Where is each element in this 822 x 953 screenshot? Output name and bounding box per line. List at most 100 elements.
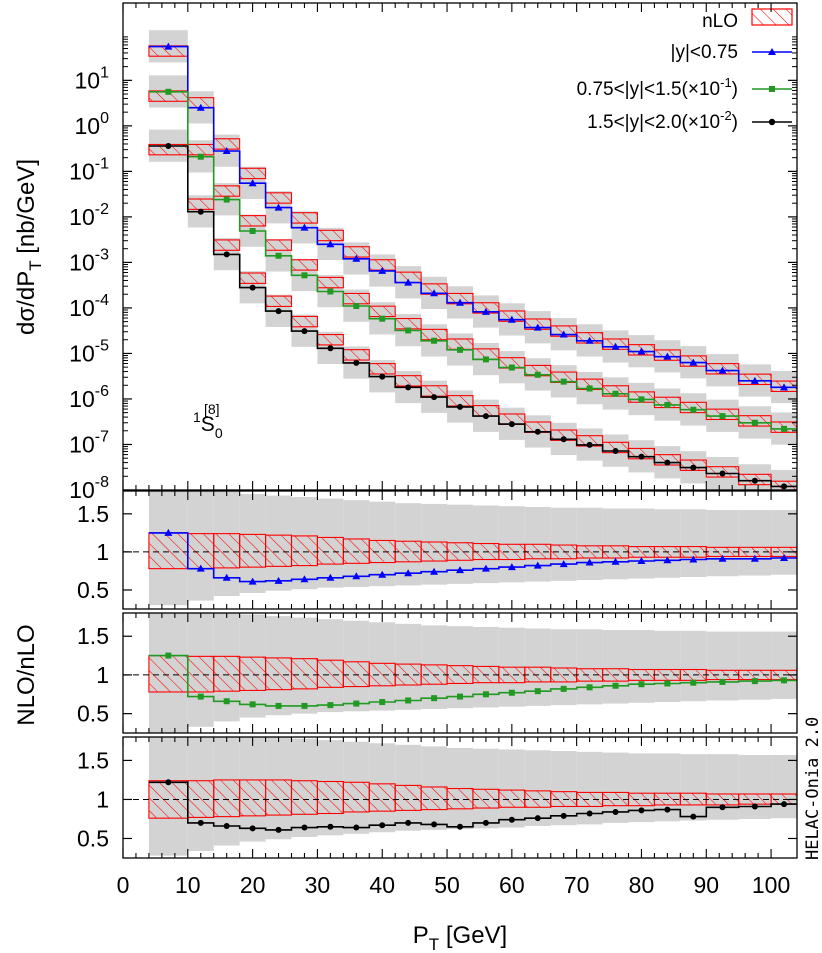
ratio-1-nlo-band-b15	[550, 629, 577, 706]
top-lo-band-s2-b7	[342, 349, 370, 361]
ratio-2-marker-b12	[482, 819, 489, 826]
top-marker-s1-b2	[223, 196, 230, 203]
ratio-0-marker-b11	[456, 566, 464, 574]
ratio-1-marker-b20	[690, 679, 697, 686]
ratio-0-lo-band-b3	[239, 533, 267, 568]
top-y-tick-label-base-2: 10	[69, 158, 95, 184]
top-marker-s2-b8	[379, 373, 386, 380]
ratio-1-marker-b18	[638, 681, 645, 688]
ratio-2-series-line	[148, 781, 797, 831]
ratio-1-marker-b2	[223, 698, 230, 705]
top-marker-s1-b18	[638, 396, 645, 403]
ratio-1-marker-b21	[719, 678, 726, 685]
ratio-2-marker-b6	[327, 823, 334, 830]
top-y-tick-label-base-6: 10	[69, 340, 95, 366]
top-series-line-1	[148, 91, 797, 430]
ratio-2-lo-band-b12	[472, 788, 500, 809]
top-marker-s1-b22	[751, 419, 758, 426]
top-marker-s0-b20	[689, 358, 698, 366]
top-marker-s1-b23	[781, 425, 788, 432]
ratio-0-marker-b22	[750, 554, 759, 562]
top-lo-band-s1-b7	[342, 292, 370, 305]
ratio-0-lo-band-b1	[187, 533, 215, 570]
ratio-panel-0-markers	[164, 528, 789, 585]
ratio-0-marker-b13	[507, 563, 516, 571]
ratio-1-marker-b19	[664, 680, 671, 687]
top-marker-s0-b19	[663, 352, 672, 360]
top-lo-band-s1-b5	[290, 259, 318, 271]
legend-swatch-nlo	[751, 8, 793, 26]
x-tick-label-4: 40	[369, 872, 395, 898]
top-marker-s2-b2	[223, 251, 230, 258]
ratio-1-marker-b14	[534, 688, 541, 695]
top-y-tick-label-base-0: 10	[75, 67, 101, 93]
x-tick-label-3: 30	[305, 872, 331, 898]
ratio-1-lo-band-b11	[446, 665, 474, 685]
top-y-tick-label-8: 10-7	[69, 428, 109, 457]
top-y-tick-label-exp-3: -2	[95, 201, 109, 218]
top-marker-s1-b9	[405, 327, 412, 334]
legend-label-mid-suffix: )	[732, 79, 738, 100]
top-panel-nlo-bands	[148, 30, 797, 490]
ratio-1-nlo-band-b23	[771, 631, 797, 699]
top-marker-s1-b15	[560, 378, 567, 385]
ratio-2-lo-band-b13	[498, 789, 526, 808]
ratio-2-lo-band-b9	[394, 784, 422, 811]
top-marker-s2-b0	[165, 143, 172, 150]
x-tick-label-6: 60	[499, 872, 525, 898]
ratio-0-nlo-band-b17	[602, 508, 629, 580]
top-y-tick-label-base-3: 10	[69, 204, 95, 230]
top-lo-band-s1-b9	[394, 317, 422, 330]
ratio-2-lo-band-b1	[187, 780, 215, 818]
ratio-2-y-tick-label-1: 1	[96, 786, 109, 812]
top-panel-y-label-sub: T	[26, 260, 45, 270]
state-annotation-pre-sup: 1	[193, 409, 201, 425]
ratio-0-lo-band-b0	[148, 532, 189, 570]
ratio-1-nlo-band-b20	[680, 630, 707, 702]
ratio-1-lo-band-b18	[627, 668, 655, 681]
top-marker-s2-b23	[781, 483, 788, 490]
ratio-2-marker-b22	[751, 803, 758, 810]
top-y-tick-label-4: 10-3	[69, 246, 109, 275]
x-axis-label-main: P	[413, 922, 429, 949]
legend-label-mid-exp: -1	[720, 75, 732, 90]
ratio-0-nlo-band-b23	[771, 510, 797, 575]
ratio-2-marker-b18	[638, 807, 645, 814]
top-panel-y-label-main: dσ/dP	[13, 271, 40, 335]
x-tick-label-0: 0	[117, 872, 130, 898]
ratio-0-marker-b16	[585, 558, 594, 566]
top-y-tick-label-2: 10-1	[69, 155, 109, 184]
ratio-1-y-tick-label-1: 1	[96, 662, 109, 688]
top-y-tick-label-9: 10-8	[69, 474, 109, 503]
top-marker-s2-b16	[586, 441, 593, 448]
ratio-0-series-line	[148, 532, 797, 583]
ratio-2-marker-b4	[275, 826, 282, 833]
ratio-1-marker-b23	[781, 677, 788, 684]
ratio-0-lo-band-b11	[446, 542, 474, 561]
ratio-1-lo-band-b13	[498, 666, 526, 684]
top-marker-s2-b11	[457, 403, 463, 410]
top-y-tick-label-exp-9: -8	[95, 474, 109, 491]
ratio-0-nlo-band-b21	[706, 510, 739, 577]
x-axis-label-sub: T	[429, 935, 439, 953]
top-marker-s0-b10	[430, 289, 439, 297]
ratio-0-lo-band-b5	[290, 535, 318, 567]
top-y-tick-label-6: 10-5	[69, 337, 109, 366]
ratio-1-y-tick-label-2: 1.5	[77, 623, 109, 649]
top-marker-s1-b4	[275, 252, 282, 259]
top-panel-y-ticks	[123, 36, 797, 491]
top-marker-s0-b4	[274, 203, 283, 211]
ratio-1-lo-band-b4	[265, 657, 293, 691]
ratio-0-marker-b4	[274, 576, 283, 584]
ratio-0-marker-b19	[663, 556, 672, 564]
top-lo-band-s2-b3	[239, 272, 267, 284]
top-series-line-0	[148, 45, 797, 389]
top-panel-y-label: dσ/dPT [nb/GeV]	[13, 159, 45, 335]
ratio-0-nlo-band-b18	[628, 508, 655, 579]
x-tick-label-10: 100	[752, 872, 790, 898]
ratio-0-marker-b10	[430, 567, 439, 575]
ratio-1-marker-b11	[457, 693, 463, 700]
ratio-1-nlo-band-b19	[654, 630, 681, 703]
